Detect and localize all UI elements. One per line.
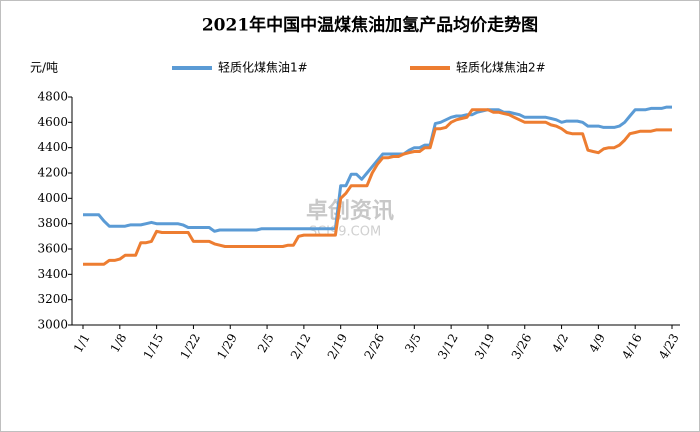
- watermark-sub: SCI99.COM: [309, 225, 381, 240]
- y-tick-label: 3200: [37, 292, 68, 306]
- line-series: [83, 108, 672, 266]
- y-tick-label: 4800: [37, 90, 68, 104]
- y-tick-label: 3000: [37, 318, 68, 332]
- chart-title: 2021年中国中温煤焦油加氢产品均价走势图: [202, 15, 538, 36]
- y-tick-label: 3400: [37, 267, 68, 281]
- y-tick-label: 3600: [37, 242, 68, 256]
- legend-label: 轻质化煤焦油1#: [218, 61, 308, 75]
- legend-label: 轻质化煤焦油2#: [456, 61, 546, 75]
- watermark: 卓创资讯: [306, 199, 394, 224]
- y-tick-label: 4400: [37, 140, 68, 154]
- y-tick-label: 4200: [37, 166, 68, 180]
- y-tick-label: 4600: [37, 115, 68, 129]
- y-unit: 元/吨: [30, 61, 58, 75]
- line-series: [83, 105, 672, 233]
- y-tick-label: 3800: [37, 216, 68, 230]
- y-tick-label: 4000: [37, 191, 68, 205]
